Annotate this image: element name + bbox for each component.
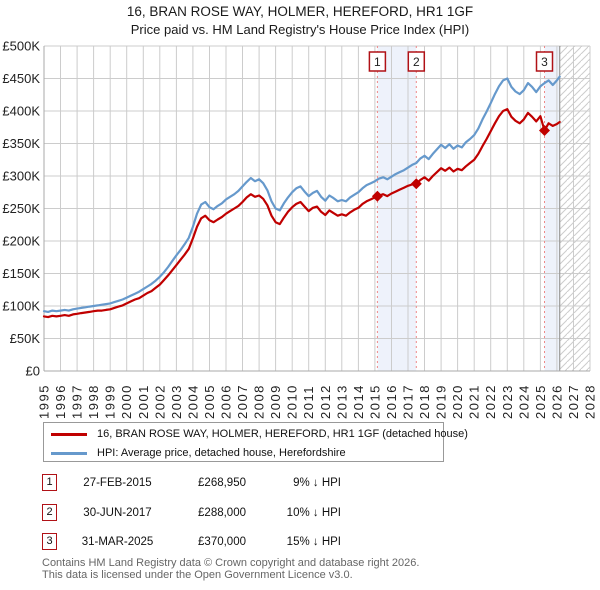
license-note: Contains HM Land Registry data © Crown c… [42, 557, 420, 581]
svg-text:£150K: £150K [2, 266, 40, 281]
sale-date-2: 30-JUN-2017 [83, 507, 152, 519]
sale-number-badge-1: 1 [42, 474, 57, 491]
future-hatch-region [559, 46, 590, 371]
svg-text:£300K: £300K [2, 169, 40, 184]
svg-text:2026: 2026 [549, 384, 564, 419]
sale-number-box [407, 51, 426, 72]
chart-subtitle: Price paid vs. HM Land Registry's House … [130, 22, 470, 37]
sale-number-box [535, 51, 554, 72]
license-line-1: Contains HM Land Registry data © Crown c… [42, 557, 420, 569]
svg-text:£0: £0 [26, 364, 40, 379]
legend-row-property: 16, BRAN ROSE WAY, HOLMER, HEREFORD, HR1… [51, 426, 468, 442]
svg-text:1999: 1999 [103, 384, 118, 419]
svg-text:£200K: £200K [2, 234, 40, 249]
sale-date-1: 27-FEB-2015 [83, 477, 152, 489]
svg-text:2004: 2004 [185, 384, 200, 419]
svg-text:2028: 2028 [583, 384, 598, 419]
svg-text:1996: 1996 [53, 384, 68, 419]
svg-text:£500K: £500K [2, 40, 40, 54]
sale-number-box [368, 51, 387, 72]
svg-text:2024: 2024 [516, 384, 531, 419]
sale-row-2: 2 30-JUN-2017 £288,000 10% ↓ HPI [40, 504, 410, 522]
svg-text:2018: 2018 [417, 384, 432, 419]
svg-text:2021: 2021 [467, 384, 482, 419]
svg-text:2011: 2011 [301, 385, 316, 419]
svg-text:2005: 2005 [202, 384, 217, 419]
svg-text:2019: 2019 [434, 384, 449, 419]
svg-text:2015: 2015 [367, 384, 382, 419]
svg-text:2013: 2013 [334, 384, 349, 419]
svg-text:1998: 1998 [86, 384, 101, 419]
svg-text:2017: 2017 [401, 384, 416, 419]
sale-marker-diamond [539, 125, 550, 136]
svg-text:2012: 2012 [318, 384, 333, 419]
svg-text:2027: 2027 [566, 384, 581, 419]
svg-text:2022: 2022 [483, 384, 498, 419]
sale-date-3: 31-MAR-2025 [81, 536, 154, 548]
legend: 16, BRAN ROSE WAY, HOLMER, HEREFORD, HR1… [43, 422, 468, 462]
hpi-line-swatch [51, 451, 87, 455]
sale-marker-diamond [371, 190, 383, 202]
legend-label-hpi: HPI: Average price, detached house, Here… [97, 447, 346, 459]
series-line [42, 107, 561, 319]
svg-text:2023: 2023 [500, 384, 515, 419]
property-line-swatch [51, 432, 87, 436]
svg-text:2010: 2010 [285, 384, 300, 419]
sale-number-badge-3: 3 [42, 533, 57, 550]
svg-text:£450K: £450K [2, 71, 40, 86]
svg-text:2016: 2016 [384, 384, 399, 419]
svg-text:2003: 2003 [169, 384, 184, 419]
svg-text:3: 3 [541, 55, 548, 69]
svg-text:2: 2 [413, 55, 420, 69]
svg-text:1997: 1997 [70, 384, 85, 419]
sale-marker-diamond [410, 178, 422, 190]
svg-text:£50K: £50K [10, 331, 41, 346]
svg-text:2000: 2000 [119, 384, 134, 419]
sale-row-1: 1 27-FEB-2015 £268,950 9% ↓ HPI [40, 474, 410, 492]
svg-text:2020: 2020 [450, 384, 465, 419]
svg-text:2014: 2014 [351, 384, 366, 419]
svg-text:£100K: £100K [2, 299, 40, 314]
svg-text:2006: 2006 [219, 384, 234, 419]
svg-text:£400K: £400K [2, 104, 40, 119]
legend-row-hpi: HPI: Average price, detached house, Here… [51, 445, 443, 461]
svg-text:2025: 2025 [533, 384, 548, 419]
price-history-chart: 1 2 3 £0 £50K £100K £150K £200K £250K £300K £350K £… [2, 40, 598, 419]
svg-text:2009: 2009 [268, 384, 283, 419]
series-line [42, 75, 561, 313]
sale-row-3: 3 31-MAR-2025 £370,000 15% ↓ HPI [40, 533, 410, 551]
chart-title: 16, BRAN ROSE WAY, HOLMER, HEREFORD, HR1… [126, 4, 474, 19]
legend-label-property: 16, BRAN ROSE WAY, HOLMER, HEREFORD, HR1… [97, 428, 468, 440]
svg-text:£250K: £250K [2, 201, 40, 216]
svg-text:1995: 1995 [37, 384, 52, 419]
svg-text:1: 1 [374, 55, 381, 69]
sale-hpi-diff-1: 9% ↓ HPI [293, 477, 341, 489]
sale-hpi-diff-3: 15% ↓ HPI [286, 536, 341, 548]
svg-text:2001: 2001 [136, 384, 151, 419]
svg-text:2007: 2007 [235, 384, 250, 419]
svg-text:2002: 2002 [152, 384, 167, 419]
sale-hpi-diff-2: 10% ↓ HPI [286, 507, 341, 519]
license-line-2: This data is licensed under the Open Gov… [42, 568, 353, 581]
sale-number-badge-2: 2 [42, 504, 57, 521]
svg-text:£350K: £350K [2, 136, 40, 151]
sale-price-1: £268,950 [198, 477, 246, 489]
svg-text:2008: 2008 [252, 384, 267, 419]
sale-price-2: £288,000 [198, 507, 246, 519]
sale-price-3: £370,000 [198, 536, 246, 548]
